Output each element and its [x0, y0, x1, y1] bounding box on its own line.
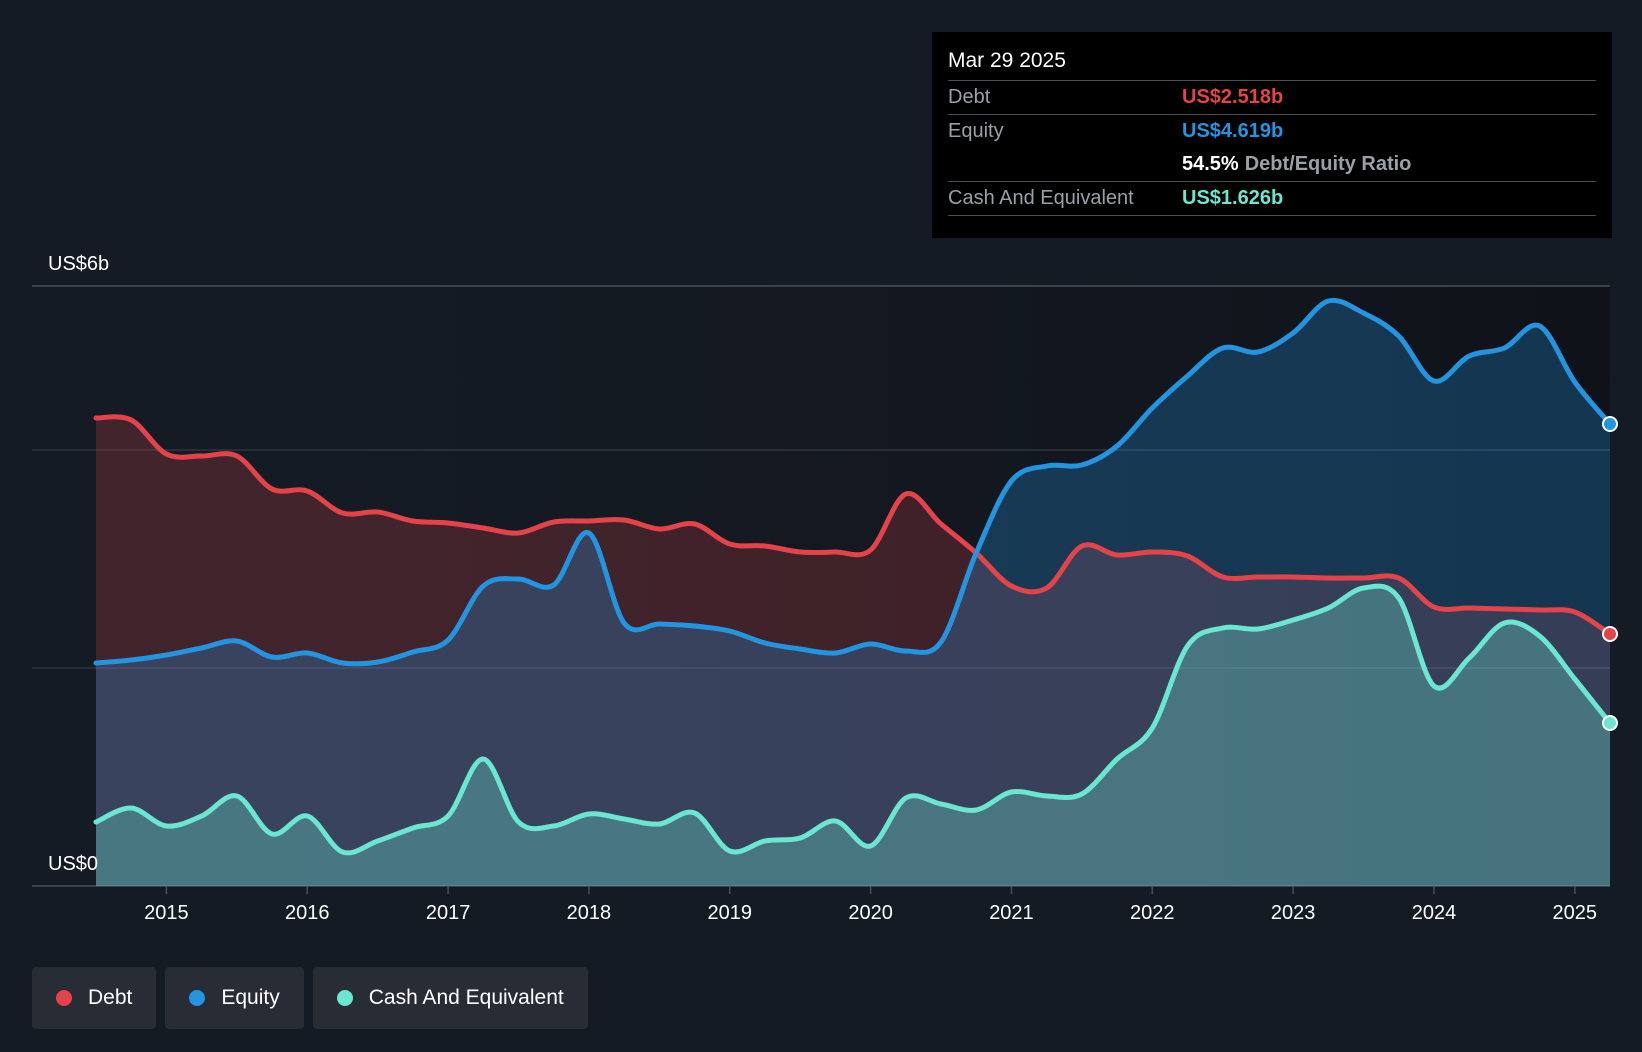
x-tick-label: 2025 [1553, 902, 1598, 924]
debt-endpoint-marker [1602, 626, 1618, 642]
x-tick-label: 2024 [1412, 902, 1457, 924]
tooltip-debt-label: Debt [948, 86, 991, 108]
legend-cash-label: Cash And Equivalent [368, 986, 564, 1009]
tooltip-equity-row: Equity US$4.619b [948, 115, 1596, 148]
tooltip-ratio-label: Debt/Equity Ratio [1244, 153, 1412, 175]
legend-equity-label: Equity [221, 986, 280, 1009]
tooltip-cash-row: Cash And Equivalent US$1.626b [948, 182, 1596, 216]
equity-dot-icon [189, 990, 206, 1006]
x-tick-label: 2020 [848, 902, 893, 924]
tooltip-equity-value: US$4.619b [1182, 120, 1284, 142]
y-axis-bottom-label: US$0 [48, 853, 98, 875]
tooltip-ratio-value: 54.5% [1182, 153, 1239, 175]
y-axis-top-label: US$6b [48, 253, 109, 275]
chart-legend: Debt Equity Cash And Equivalent [32, 967, 588, 1029]
equity-endpoint-marker [1602, 416, 1618, 432]
debt-dot-icon [56, 990, 72, 1006]
x-tick-label: 2019 [708, 902, 753, 924]
x-tick-label: 2023 [1271, 902, 1316, 924]
series-lines [93, 297, 1613, 856]
tooltip-cash-label: Cash And Equivalent [948, 187, 1134, 209]
tooltip-date: Mar 29 2025 [948, 46, 1596, 81]
series-endpoints [1602, 416, 1618, 731]
debt-line [93, 414, 1613, 637]
plot-background [32, 286, 1610, 886]
legend-item-cash[interactable]: Cash And Equivalent [312, 967, 588, 1029]
tooltip-debt-row: Debt US$2.518b [948, 81, 1596, 115]
x-tick-label: 2021 [989, 902, 1034, 924]
equity-area [96, 300, 1610, 886]
cash-dot-icon [336, 990, 353, 1006]
data-tooltip: Mar 29 2025 Debt US$2.518b Equity US$4.6… [932, 32, 1612, 238]
x-tick-label: 2017 [426, 902, 471, 924]
equity-line [93, 297, 1613, 667]
legend-item-equity[interactable]: Equity [165, 967, 304, 1029]
x-tick-label: 2015 [144, 902, 189, 924]
cash-area [96, 586, 1610, 886]
x-tick-label: 2016 [285, 902, 330, 924]
tooltip-cash-value: US$1.626b [1182, 187, 1284, 209]
tooltip-debt-value: US$2.518b [1182, 86, 1284, 108]
tooltip-equity-label: Equity [948, 120, 1004, 142]
x-tick-label: 2022 [1130, 902, 1175, 924]
legend-debt-label: Debt [88, 986, 133, 1009]
tooltip-ratio-row: 54.5% Debt/Equity Ratio [948, 148, 1596, 182]
x-tick-label: 2018 [567, 902, 612, 924]
x-axis-ticks: 2015 2016 2017 2018 2019 2020 2021 2022 2023 2024… [144, 886, 1597, 924]
legend-item-debt[interactable]: Debt [32, 967, 157, 1029]
cash-endpoint-marker [1602, 715, 1618, 731]
cash-line [93, 583, 1613, 856]
